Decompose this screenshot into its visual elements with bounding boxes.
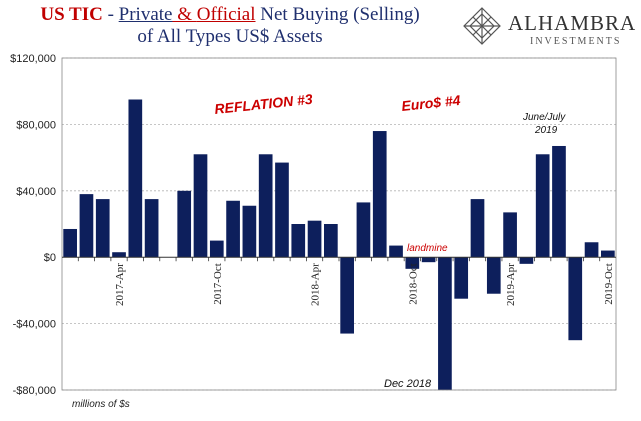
y-tick-label: $120,000 [10, 53, 56, 65]
bar [552, 145, 566, 258]
bar [372, 131, 387, 258]
title-line-2: of All Types US$ Assets [137, 26, 323, 47]
title-dash: - [102, 4, 119, 25]
annotation-label: Dec 2018 [384, 378, 432, 390]
bar [258, 154, 273, 258]
y-tick-label: -$40,000 [13, 319, 56, 331]
bar [275, 162, 289, 258]
bar [601, 250, 615, 258]
bar [79, 194, 94, 258]
bars [63, 99, 615, 390]
y-tick-label: $80,000 [16, 119, 56, 131]
title-private: Private [118, 4, 173, 25]
annotation-label: Euro$ #4 [401, 92, 462, 114]
bar [389, 245, 403, 258]
y-tick-label: $40,000 [16, 186, 56, 198]
alhambra-logo: ALHAMBRA INVESTMENTS [463, 7, 636, 47]
unit-note: millions of $s [72, 399, 130, 410]
logo-name: ALHAMBRA [508, 11, 636, 35]
x-tick-label: 2017-Apr [114, 263, 126, 306]
x-tick-label: 2019-Apr [505, 263, 517, 306]
bar [405, 257, 420, 269]
bar [324, 224, 338, 258]
annotation-label: REFLATION #3 [214, 91, 314, 117]
bar [226, 200, 240, 258]
annotation-label: landmine [407, 243, 448, 254]
annotations: millions of $s REFLATION #3 Euro$ #4 landmi… [72, 91, 566, 410]
bar [95, 199, 110, 258]
bar [340, 257, 354, 334]
title-line-1: US TIC - Private & Official Net Buying (… [0, 4, 460, 26]
bar [486, 257, 501, 294]
y-tick-label: $0 [44, 252, 56, 264]
bar [438, 257, 452, 390]
annotation-label: June/July [522, 112, 566, 123]
bar [568, 257, 583, 341]
bar [307, 220, 322, 258]
bar [356, 202, 371, 258]
x-tick-labels: 2017-Apr 2017-Oct 2018-Apr 2018-Oct 2019-Apr… [114, 263, 615, 306]
x-tick-label: 2017-Oct [212, 263, 224, 305]
bar [242, 205, 257, 258]
plot-frame [61, 57, 617, 391]
x-tick-label: 2019-Oct [603, 263, 615, 305]
bar [421, 257, 436, 263]
bar [193, 154, 208, 258]
title-amp: & [172, 4, 197, 25]
bar [177, 190, 192, 258]
bar [291, 224, 306, 258]
bar [454, 257, 469, 299]
bar [112, 252, 126, 258]
title-net-buying: Net Buying (Selling) [255, 4, 420, 25]
bar [209, 240, 224, 258]
logo-sub: INVESTMENTS [530, 36, 621, 47]
bar [519, 257, 534, 264]
bar [503, 212, 517, 258]
y-tick-label: -$80,000 [13, 385, 56, 397]
title-prefix: US TIC [40, 4, 103, 25]
bar [128, 99, 143, 258]
diamond-lattice-icon [463, 7, 501, 45]
bar [535, 154, 550, 258]
bar [63, 228, 77, 258]
axes [61, 57, 617, 391]
x-tick-label: 2018-Oct [407, 263, 419, 305]
annotation-label: 2019 [534, 125, 558, 136]
x-tick-label: 2018-Apr [310, 263, 322, 306]
title-official: Official [196, 4, 256, 25]
y-tick-labels: $120,000 $80,000 $40,000 $0 -$40,000 -$80,000 [10, 53, 56, 397]
chart-title: US TIC - Private & Official Net Buying (… [0, 4, 460, 48]
bar [144, 199, 159, 258]
bar [584, 242, 599, 258]
bar [470, 199, 485, 258]
